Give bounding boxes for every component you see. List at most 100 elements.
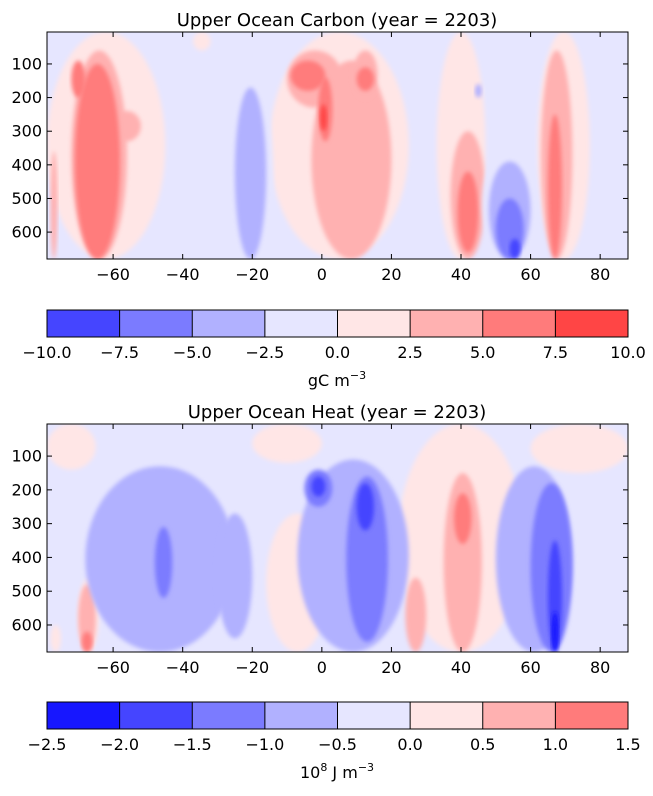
heat-contour-region <box>81 631 93 652</box>
carbon-y-tick-label: 600 <box>11 223 42 242</box>
heat-x-tick-label: −40 <box>166 658 200 677</box>
carbon-colorbar-tick-label: 7.5 <box>543 343 568 362</box>
heat-plot-frame <box>46 423 629 653</box>
carbon-colorbar-tick-label: 10.0 <box>610 343 646 362</box>
heat-x-tick-label: 20 <box>381 658 401 677</box>
carbon-colorbar-swatch <box>264 310 338 337</box>
heat-contour-region <box>547 540 562 652</box>
heat-x-tick-label: 0 <box>317 658 327 677</box>
carbon-colorbar-tick-label: −7.5 <box>100 343 139 362</box>
heat-contour-region <box>551 611 559 652</box>
carbon-y-tick-label: 500 <box>11 189 42 208</box>
heat-colorbar-tick-label: 1.5 <box>615 735 640 754</box>
carbon-y-axis: 100 200 300 400 500 600 <box>11 54 628 242</box>
carbon-contour-region <box>50 151 58 259</box>
carbon-colorbar-swatch <box>119 310 193 337</box>
heat-contour-field <box>47 424 628 652</box>
carbon-colorbar-label: gC m−3 <box>308 369 366 390</box>
heat-x-tick-label: 80 <box>590 658 610 677</box>
heat-colorbar-tick-label: −2.0 <box>100 735 139 754</box>
heat-colorbar-swatch <box>482 702 556 729</box>
heat-contour-region <box>50 624 61 652</box>
heat-contour-region <box>443 472 482 652</box>
carbon-colorbar-swatch <box>337 310 411 337</box>
carbon-contour-region <box>193 32 211 51</box>
heat-colorbar-tick-label: −2.5 <box>28 735 67 754</box>
heat-x-tick-label: −20 <box>235 658 269 677</box>
heat-colorbar-label: 108 J m−3 <box>300 761 374 782</box>
carbon-y-tick-label: 300 <box>11 122 42 141</box>
carbon-contour-region <box>356 67 375 91</box>
heat-colorbar-swatch <box>47 702 121 729</box>
heat-contour-region <box>78 584 96 652</box>
heat-colorbar-swatch <box>410 702 484 729</box>
heat-x-tick-label: −60 <box>96 658 130 677</box>
heat-chart-title: Upper Ocean Heat (year = 2203) <box>188 402 486 423</box>
heat-colorbar-tick-label: −0.5 <box>318 735 357 754</box>
carbon-colorbar-tick-label: 0.0 <box>325 343 350 362</box>
carbon-colorbar-tick-label: −5.0 <box>173 343 212 362</box>
heat-contour-region <box>356 483 375 531</box>
heat-contour-region <box>154 527 173 598</box>
carbon-chart-title: Upper Ocean Carbon (year = 2203) <box>177 10 498 31</box>
carbon-panel: Upper Ocean Carbon (year = 2203) −60 −40−… <box>11 10 629 284</box>
carbon-x-tick-label: 80 <box>590 265 610 284</box>
carbon-contour-region <box>113 111 141 142</box>
heat-panel: Upper Ocean Heat (year = 2203) −60 −40 −20… <box>11 402 629 677</box>
heat-contour-region <box>311 476 326 497</box>
carbon-contour-region <box>290 60 326 91</box>
carbon-colorbar-swatch <box>555 310 629 337</box>
carbon-colorbar-tick-label: 5.0 <box>470 343 495 362</box>
heat-contour-region <box>252 424 322 463</box>
carbon-x-tick-label: −60 <box>96 265 130 284</box>
carbon-contour-field <box>47 32 628 259</box>
carbon-colorbar-swatch <box>192 310 266 337</box>
heat-colorbar-swatch <box>555 702 629 729</box>
carbon-x-axis: −60 −40 −20 0 20 40 60 80 <box>96 32 610 284</box>
carbon-contour-region <box>474 84 482 98</box>
heat-x-tick-label: 60 <box>520 658 540 677</box>
carbon-x-tick-label: 0 <box>317 265 327 284</box>
heat-colorbar-swatch <box>119 702 193 729</box>
carbon-y-tick-label: 400 <box>11 155 42 174</box>
heat-contour-region <box>454 493 472 544</box>
heat-y-tick-label: 400 <box>11 548 42 567</box>
carbon-colorbar-tick-label: 2.5 <box>397 343 422 362</box>
heat-y-tick-label: 500 <box>11 582 42 601</box>
heat-colorbar-tick-label: 0.0 <box>397 735 422 754</box>
heat-x-axis: −60 −40 −20 0 20 40 60 80 <box>96 424 610 677</box>
heat-y-tick-label: 100 <box>11 447 42 466</box>
heat-contour-region <box>405 577 427 652</box>
heat-colorbar-tick-label: −1.5 <box>173 735 212 754</box>
carbon-colorbar-swatch <box>47 310 121 337</box>
heat-colorbar-swatch <box>264 702 338 729</box>
heat-contour-region <box>346 476 388 642</box>
carbon-contour-region <box>509 238 521 259</box>
carbon-x-tick-label: −40 <box>166 265 200 284</box>
carbon-colorbar-swatch <box>410 310 484 337</box>
heat-y-tick-label: 200 <box>11 480 42 499</box>
carbon-contour-region <box>71 60 86 98</box>
heat-y-axis: 100 200 300 400 500 600 <box>11 447 628 634</box>
heat-y-tick-label: 600 <box>11 615 42 634</box>
carbon-x-tick-label: −20 <box>235 265 269 284</box>
carbon-x-tick-label: 40 <box>451 265 471 284</box>
heat-x-tick-label: 40 <box>451 658 471 677</box>
heat-colorbar-swatch <box>337 702 411 729</box>
heat-colorbar-tick-label: −1.0 <box>245 735 284 754</box>
carbon-colorbar-tick-label: −2.5 <box>245 343 284 362</box>
carbon-x-tick-label: 20 <box>381 265 401 284</box>
carbon-colorbar-swatch <box>482 310 556 337</box>
carbon-contour-region <box>234 87 267 259</box>
heat-colorbar-tick-label: 1.0 <box>543 735 568 754</box>
carbon-contour-region <box>74 63 121 259</box>
carbon-contour-region <box>457 171 479 253</box>
carbon-contour-region <box>547 114 562 259</box>
carbon-colorbar: −10.0 −7.5 −5.0 −2.5 0.0 2.5 5.0 7.5 10.0 gC m−3 <box>22 309 646 390</box>
carbon-x-tick-label: 60 <box>520 265 540 284</box>
heat-colorbar-tick-label: 0.5 <box>470 735 495 754</box>
heat-colorbar-swatch <box>192 702 266 729</box>
heat-contour-region <box>217 513 253 639</box>
carbon-y-tick-label: 200 <box>11 88 42 107</box>
